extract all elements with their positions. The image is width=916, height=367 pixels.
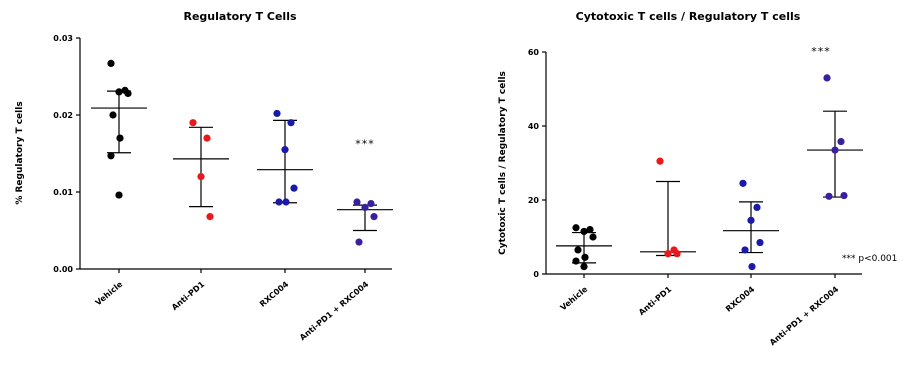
regulatory-t-cells-chart: Regulatory T Cells % Regulatory T cells 0.… xyxy=(15,10,393,342)
left-data-point xyxy=(355,238,363,246)
right-data-point xyxy=(741,246,749,254)
right-y-tick-label: 0 xyxy=(533,270,539,279)
right-data-point xyxy=(823,74,831,82)
right-significance-marker: *** xyxy=(811,45,831,58)
left-data-point xyxy=(203,134,211,142)
right-category-label: RXC004 xyxy=(724,284,757,313)
right-data-point xyxy=(837,137,845,146)
right-data-point xyxy=(739,179,747,187)
left-data-point xyxy=(370,213,378,221)
right-data-point xyxy=(580,227,588,236)
right-y-tick-label: 20 xyxy=(528,196,540,205)
left-data-point xyxy=(115,88,123,96)
left-significance-marker: *** xyxy=(355,137,375,150)
left-data-point xyxy=(124,89,132,98)
left-data-point xyxy=(361,203,369,211)
left-y-tick-label: 0.03 xyxy=(53,34,73,43)
right-data-point xyxy=(840,191,848,200)
right-y-tick-label: 40 xyxy=(528,122,540,131)
right-data-point xyxy=(831,146,839,154)
right-data-point xyxy=(572,257,580,265)
left-data-point xyxy=(281,146,289,154)
right-chart-title: Cytotoxic T cells / Regulatory T cells xyxy=(576,10,801,23)
right-data-point xyxy=(825,192,833,200)
left-data-point xyxy=(189,119,197,127)
right-category-label: Anti-PD1 xyxy=(637,284,674,317)
left-y-axis-label: % Regulatory T cells xyxy=(15,101,25,204)
right-y-tick-label: 60 xyxy=(528,48,540,57)
right-y-axis-label: Cytotoxic T cells / Regulatory T cells xyxy=(498,71,508,255)
left-data-point xyxy=(282,198,290,206)
right-data-point xyxy=(748,263,756,271)
right-data-point xyxy=(572,224,580,232)
right-data-point xyxy=(580,263,588,271)
left-y-tick-label: 0.01 xyxy=(53,188,73,197)
left-data-point xyxy=(353,198,361,206)
left-data-point xyxy=(290,184,298,192)
right-data-point xyxy=(586,226,594,234)
left-data-point xyxy=(107,152,115,160)
left-data-point xyxy=(206,213,214,221)
right-data-point xyxy=(756,238,764,247)
left-data-point xyxy=(275,198,283,206)
right-data-point xyxy=(656,157,664,165)
right-data-point xyxy=(574,246,582,254)
left-category-label: Anti-PD1 xyxy=(170,279,207,312)
right-data-point xyxy=(753,203,761,211)
left-data-point xyxy=(107,59,115,68)
right-data-point xyxy=(589,233,597,241)
right-data-point xyxy=(581,253,589,261)
right-category-label: Anti-PD1 + RXC004 xyxy=(768,284,841,347)
left-data-point xyxy=(116,134,124,142)
left-data-point xyxy=(115,191,123,199)
left-data-point xyxy=(273,109,281,118)
left-category-label: RXC004 xyxy=(258,279,291,308)
left-data-point xyxy=(197,173,205,181)
right-pvalue-footnote: *** p<0.001 xyxy=(842,254,897,264)
left-data-point xyxy=(287,119,295,127)
left-category-label: Anti-PD1 + RXC004 xyxy=(298,279,371,342)
left-chart-title: Regulatory T Cells xyxy=(183,10,296,23)
left-y-tick-label: 0.02 xyxy=(53,111,73,120)
left-category-label: Vehicle xyxy=(94,279,125,307)
left-data-point xyxy=(367,199,375,208)
left-y-tick-label: 0.00 xyxy=(53,265,73,274)
right-category-label: Vehicle xyxy=(559,284,590,312)
right-data-point xyxy=(747,216,755,224)
right-data-point xyxy=(664,250,672,258)
cytotoxic-regulatory-ratio-chart: Cytotoxic T cells / Regulatory T cells Cy… xyxy=(498,10,897,347)
left-data-point xyxy=(109,111,117,119)
right-data-point xyxy=(673,250,681,258)
